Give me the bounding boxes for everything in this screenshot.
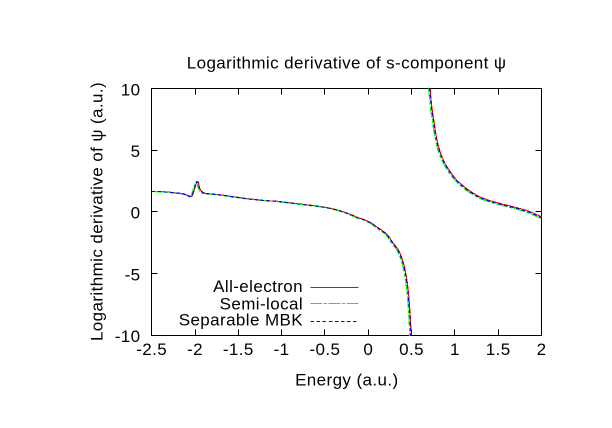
svg-text:0: 0 <box>363 340 373 359</box>
svg-text:Logarithmic derivative of s-co: Logarithmic derivative of s-component ψ <box>187 54 507 73</box>
svg-text:-10: -10 <box>115 327 141 346</box>
svg-text:Separable MBK: Separable MBK <box>179 311 304 330</box>
svg-text:Energy (a.u.): Energy (a.u.) <box>295 370 398 389</box>
svg-text:-2.5: -2.5 <box>136 340 167 359</box>
svg-text:All-electron: All-electron <box>213 277 303 296</box>
svg-text:Semi-local: Semi-local <box>220 295 303 314</box>
svg-text:-0.5: -0.5 <box>309 340 340 359</box>
svg-text:2: 2 <box>537 340 547 359</box>
svg-text:1: 1 <box>450 340 460 359</box>
svg-text:5: 5 <box>131 142 141 161</box>
svg-text:-1.5: -1.5 <box>223 340 254 359</box>
svg-text:1.5: 1.5 <box>486 340 511 359</box>
svg-text:10: 10 <box>121 80 141 99</box>
svg-text:-1: -1 <box>274 340 290 359</box>
svg-text:0: 0 <box>131 204 141 223</box>
svg-text:0.5: 0.5 <box>399 340 424 359</box>
svg-text:-5: -5 <box>125 265 141 284</box>
svg-text:-2: -2 <box>187 340 203 359</box>
svg-text:Logarithmic derivative of ψ (a: Logarithmic derivative of ψ (a.u.) <box>88 82 107 341</box>
